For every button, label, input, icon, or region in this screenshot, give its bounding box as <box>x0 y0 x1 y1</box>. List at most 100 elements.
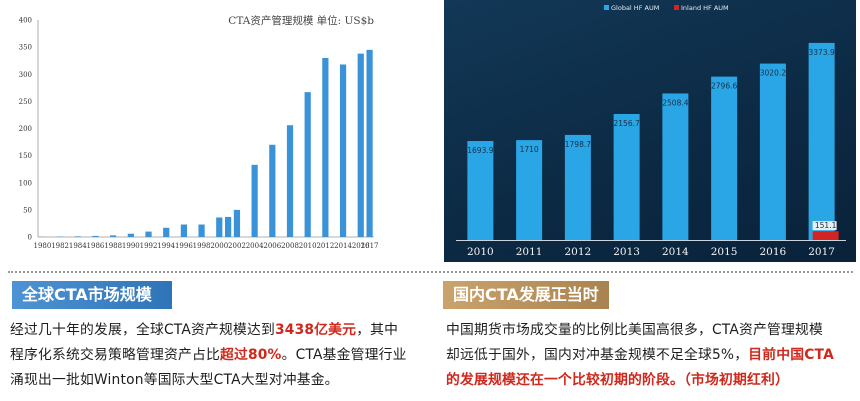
bar-inland-2017 <box>812 231 839 240</box>
section-title-domestic-cta: 国内CTA发展正当时 <box>443 281 609 309</box>
y-tick-label: 100 <box>19 179 32 187</box>
hf-aum-chart-svg: Global HF AUM Inland HF AUM 1693.9 2010 1710… <box>456 4 846 258</box>
x-tick-label: 2016 <box>760 246 787 258</box>
paragraph-line: 涌现出一批如Winton等国际大型CTA大型对冲基金。 <box>10 372 339 388</box>
y-tick-label: 400 <box>19 17 32 25</box>
text-run: 却远低于国外，国内对冲基金规模不足全球5%， <box>446 347 749 363</box>
x-tick-label: 2013 <box>613 246 640 258</box>
y-tick-label: 200 <box>19 125 32 133</box>
x-tick-label: 1996 <box>175 242 193 250</box>
x-tick-label: 2016 <box>352 242 370 250</box>
x-tick-label: 1982 <box>51 242 69 250</box>
x-tick-label: 2012 <box>316 242 334 250</box>
x-tick-label: 1986 <box>87 242 105 250</box>
y-tick-label: 50 <box>23 206 32 214</box>
x-tick-label: 2012 <box>565 246 592 258</box>
x-tick-label: 1988 <box>104 242 122 250</box>
legend-label: Inland HF AUM <box>681 4 729 12</box>
global-cta-paragraph: 经过几十年的发展，全球CTA资产规模达到3438亿美元，其中 程序化系统交易策略… <box>10 318 428 393</box>
y-tick-label: 350 <box>19 44 32 52</box>
x-tick-label: 2017 <box>361 242 379 250</box>
bar-1990 <box>127 233 134 237</box>
bar-2017 <box>366 49 373 238</box>
hf-aum-chart: Global HF AUM Inland HF AUM 1693.9 2010 1710… <box>444 0 856 262</box>
x-tick-label: 2000 <box>210 242 228 250</box>
chart-title: CTA资产管理规模 单位: US$b <box>228 14 374 27</box>
x-tick-label: 2008 <box>281 242 299 250</box>
legend: Global HF AUM Inland HF AUM <box>604 4 729 12</box>
y-tick-label: 0 <box>28 234 32 242</box>
section-divider <box>8 271 853 273</box>
bar-1996 <box>180 224 187 237</box>
x-tick-label: 2004 <box>246 242 264 250</box>
y-tick-label: 300 <box>19 71 32 79</box>
bar-2016 <box>357 53 364 238</box>
highlight-share: 超过80% <box>219 347 282 363</box>
bar-1994 <box>163 227 170 237</box>
bar-2014 <box>339 64 347 237</box>
x-tick-label: 1998 <box>193 242 211 250</box>
text-run: 。CTA基金管理行业 <box>281 347 407 363</box>
x-tick-label: 1984 <box>69 242 87 250</box>
value-label: 151.1 <box>815 221 837 230</box>
cta-aum-chart: CTA资产管理规模 单位: US$b 0 50 100 150 200 250 300 350… <box>8 4 383 257</box>
bar-global-2017 <box>808 42 835 240</box>
bar-1998 <box>198 224 205 237</box>
legend-label: Global HF AUM <box>611 4 659 12</box>
bar-2008 <box>286 125 294 237</box>
paragraph-line: 的发展规模还在一个比较初期的阶段。（市场初期红利） <box>446 372 790 388</box>
x-tick-label: 2014 <box>662 246 689 258</box>
value-label: 1693.9 <box>467 146 493 155</box>
paragraph-line: 程序化系统交易策略管理资产占比超过80%。CTA基金管理行业 <box>10 343 428 368</box>
bar-2006 <box>269 144 276 237</box>
highlight-china-cta: 目前中国CTA <box>748 347 834 363</box>
domestic-cta-paragraph: 中国期货市场成交量的比例比美国高很多，CTA资产管理规模 却远低于国外，国内对冲… <box>446 318 856 393</box>
value-label: 2796.6 <box>711 82 737 91</box>
bar-global-2013 <box>613 114 640 240</box>
y-tick-label: 250 <box>19 98 32 106</box>
bar-global-2010 <box>467 141 494 240</box>
bar-global-2012 <box>564 134 591 240</box>
bar-2012 <box>322 57 329 237</box>
value-label: 2508.4 <box>662 98 688 107</box>
x-tick-label: 2017 <box>808 246 835 258</box>
value-label: 3020.2 <box>760 69 786 78</box>
bar-2001 <box>225 216 232 237</box>
x-tick-label: 2010 <box>299 242 317 250</box>
x-tick-label: 2002 <box>228 242 246 250</box>
paragraph-line: 经过几十年的发展，全球CTA资产规模达到3438亿美元，其中 <box>10 318 428 343</box>
text-run: 程序化系统交易策略管理资产占比 <box>10 347 220 363</box>
bar-global-2016 <box>759 63 786 241</box>
x-tick-label: 1994 <box>157 242 175 250</box>
bar-1992 <box>145 231 152 237</box>
bar-2010 <box>304 92 311 237</box>
text-run: 经过几十年的发展，全球CTA资产规模达到 <box>10 322 275 338</box>
bar-2002 <box>233 209 241 237</box>
bar-2004 <box>251 164 258 237</box>
highlight-aum: 3438亿美元 <box>274 322 357 338</box>
bar-1986 <box>92 235 99 237</box>
legend-swatch <box>674 5 679 10</box>
paragraph-line: 中国期货市场成交量的比例比美国高很多，CTA资产管理规模 <box>446 322 823 338</box>
bar-2000 <box>216 217 223 237</box>
x-tick-label: 2015 <box>711 246 738 258</box>
value-label: 1710 <box>520 145 539 154</box>
value-label: 3373.9 <box>809 48 835 57</box>
x-tick-label: 2011 <box>516 246 543 258</box>
x-tick-label: 1990 <box>122 242 140 250</box>
value-label: 1798.7 <box>565 140 591 149</box>
bar-1984 <box>74 236 81 237</box>
paragraph-line: 却远低于国外，国内对冲基金规模不足全球5%，目前中国CTA <box>446 343 856 368</box>
y-tick-label: 150 <box>19 152 32 160</box>
x-tick-label: 2010 <box>467 246 494 258</box>
cta-aum-chart-svg: CTA资产管理规模 单位: US$b 0 50 100 150 200 250 300 350… <box>19 14 379 250</box>
bar-global-2011 <box>516 140 543 240</box>
x-tick-label: 1992 <box>140 242 158 250</box>
bar-1988 <box>110 235 117 237</box>
section-title-global-cta: 全球CTA市场规模 <box>12 281 172 309</box>
x-tick-label: 2006 <box>263 242 281 250</box>
bar-global-2015 <box>711 76 738 240</box>
x-tick-label: 2014 <box>334 242 352 250</box>
legend-swatch <box>604 5 609 10</box>
text-run: ，其中 <box>356 322 399 338</box>
